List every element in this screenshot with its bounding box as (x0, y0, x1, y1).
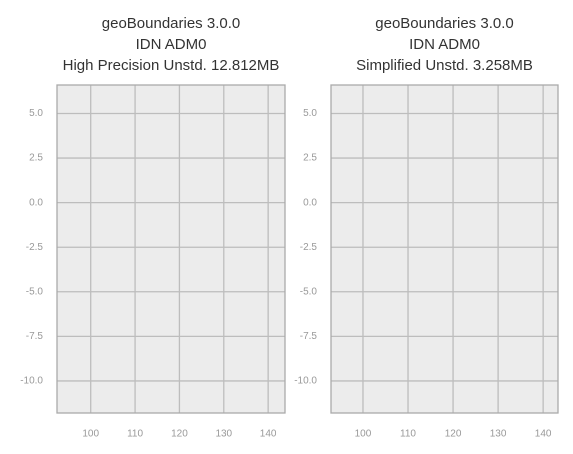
x-tick-label: 140 (535, 429, 552, 440)
x-tick-label: 100 (355, 429, 372, 440)
y-tick-label: -7.5 (26, 331, 44, 342)
y-tick-label: 0.0 (29, 197, 43, 208)
x-tick-label: 130 (490, 429, 507, 440)
y-tick-label: -7.5 (300, 331, 318, 342)
x-tick-label: 120 (445, 429, 462, 440)
chart-title: High Precision Unstd. 12.812MB (63, 57, 280, 74)
x-tick-label: 100 (82, 429, 99, 440)
y-tick-label: -2.5 (26, 242, 44, 253)
chart-title: geoBoundaries 3.0.0 (102, 15, 240, 32)
y-tick-label: 0.0 (303, 197, 317, 208)
x-tick-label: 130 (215, 429, 232, 440)
y-tick-label: -5.0 (300, 286, 318, 297)
chart-title: Simplified Unstd. 3.258MB (356, 57, 533, 74)
x-tick-label: 120 (171, 429, 188, 440)
plot-border (330, 84, 559, 414)
plot-area (57, 85, 285, 413)
y-tick-label: -10.0 (20, 376, 43, 387)
chart-title: geoBoundaries 3.0.0 (375, 15, 513, 32)
plot-area (331, 85, 558, 413)
x-tick-label: 110 (400, 429, 416, 440)
y-tick-label: -5.0 (26, 286, 44, 297)
y-tick-label: 5.0 (303, 108, 317, 119)
chart-title: IDN ADM0 (409, 36, 480, 53)
x-tick-label: 140 (260, 429, 277, 440)
chart-title: IDN ADM0 (136, 36, 207, 53)
plot-border (56, 84, 286, 414)
y-tick-label: 2.5 (29, 153, 43, 164)
x-tick-label: 110 (127, 429, 143, 440)
y-tick-label: 5.0 (29, 108, 43, 119)
y-tick-label: -10.0 (294, 376, 317, 387)
y-tick-label: -2.5 (300, 242, 318, 253)
y-tick-label: 2.5 (303, 153, 317, 164)
